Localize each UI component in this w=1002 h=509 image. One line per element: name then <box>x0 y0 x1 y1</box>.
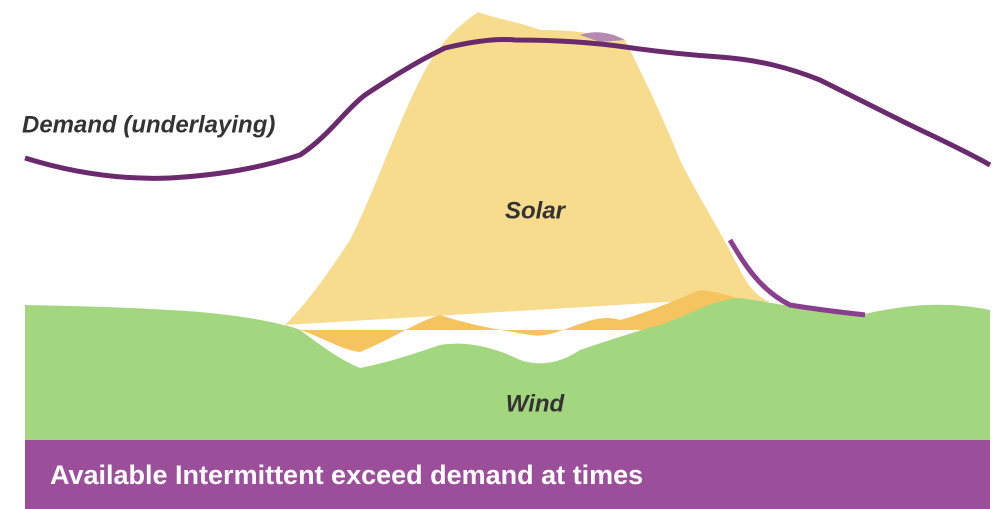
wind-label: Wind <box>506 390 566 417</box>
solar-label: Solar <box>505 197 567 224</box>
demand-line <box>24 37 992 181</box>
excess-area <box>580 32 625 42</box>
wind-area <box>25 298 990 440</box>
demand-label: Demand (underlaying) <box>22 111 275 138</box>
demand-lower-line <box>727 238 866 318</box>
banner <box>25 440 990 509</box>
banner-text: Available Intermittent exceed demand at … <box>50 460 643 490</box>
solar-area <box>285 12 770 325</box>
orange-band <box>285 290 740 352</box>
